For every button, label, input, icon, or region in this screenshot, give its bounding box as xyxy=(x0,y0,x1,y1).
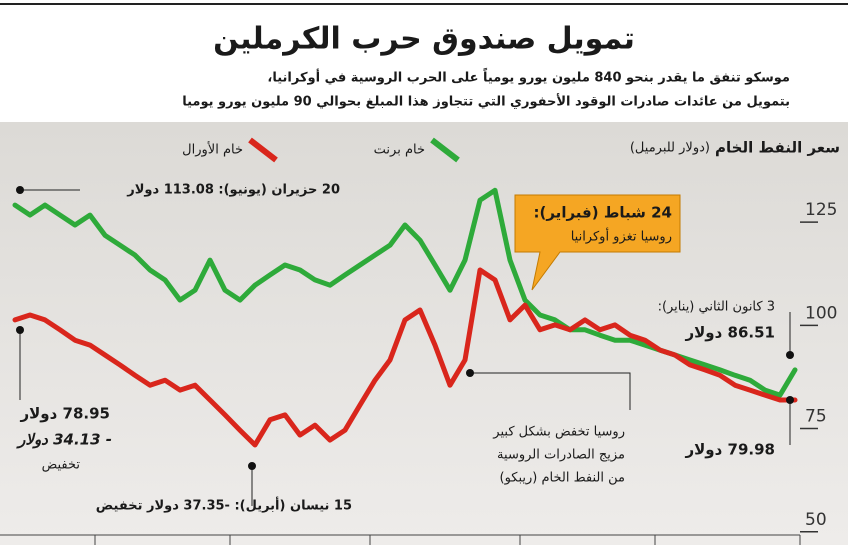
annotation: 78.95 دولار xyxy=(19,405,110,423)
dot xyxy=(786,351,794,359)
dot xyxy=(786,396,794,404)
y-tick-label: 125 xyxy=(805,200,837,220)
dot xyxy=(466,369,474,377)
annotation: مزيج الصادرات الروسية xyxy=(497,448,625,463)
callout-box xyxy=(514,194,681,291)
annotation: - 34.13 دولار xyxy=(16,431,112,449)
chart-title: تمويل صندوق حرب الكرملين xyxy=(213,22,635,57)
dot xyxy=(248,462,256,470)
annotation: 20 حزيران (يونيو): 113.08 دولار xyxy=(126,183,340,198)
bottom-strip xyxy=(0,534,801,545)
annotation: 86.51 دولار xyxy=(684,324,775,342)
legend-swatch xyxy=(430,137,460,163)
annotation: روسيا تخفض بشكل كبير xyxy=(492,425,625,440)
dot xyxy=(16,186,24,194)
leader xyxy=(470,372,631,410)
subtitle: بتمويل من عائدات صادرات الوقود الأحفوري … xyxy=(182,93,790,110)
annotation: من النفط الخام (ريبكو) xyxy=(500,471,626,486)
dot xyxy=(16,326,24,334)
y-tick-label: 100 xyxy=(805,303,837,323)
annotation: 24 شباط (فبراير): xyxy=(534,204,673,222)
y-unit: (دولار للبرميل) xyxy=(630,141,710,156)
subtitle: موسكو تنفق ما يقدر بنحو 840 مليون يورو ي… xyxy=(267,68,790,86)
annotation: تخفيض xyxy=(42,458,81,473)
legend-label: خام برنت xyxy=(374,143,425,158)
series-line xyxy=(12,267,798,448)
legend-swatch xyxy=(248,137,278,163)
annotations: 20 حزيران (يونيو): 113.08 دولار 24 شباط … xyxy=(16,183,794,514)
plot-bg xyxy=(0,122,848,545)
y-tick-label: 50 xyxy=(805,510,827,530)
annotation: روسيا تغزو أوكرانيا xyxy=(571,228,672,245)
annotation: 79.98 دولار xyxy=(684,441,775,459)
y-tick-label: 75 xyxy=(805,407,827,427)
annotation: 3 كانون الثاني (يناير): xyxy=(658,300,775,315)
annotation: 15 نيسان (أبريل): -37.35 دولار تخفيض xyxy=(96,497,352,514)
legend-label: خام الأورال xyxy=(182,141,243,158)
y-label: سعر النفط الخام xyxy=(715,139,840,157)
